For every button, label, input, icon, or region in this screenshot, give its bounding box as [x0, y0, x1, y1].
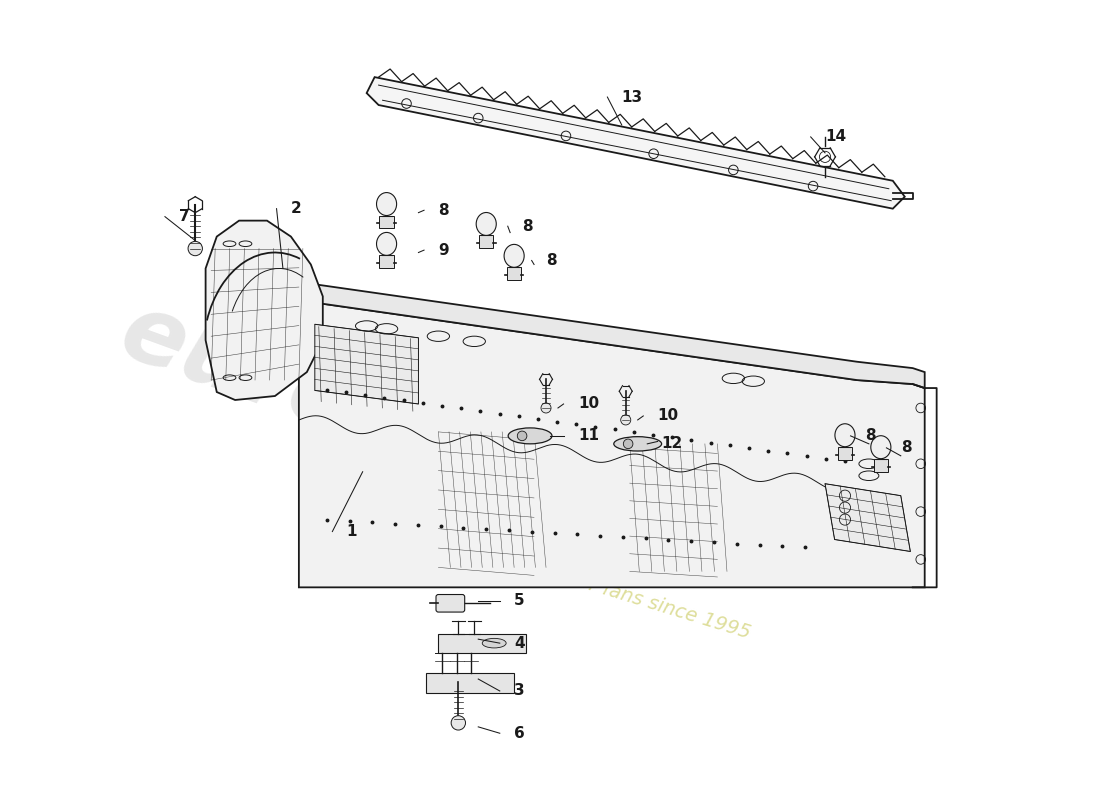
Text: 8: 8	[439, 202, 449, 218]
Ellipse shape	[504, 244, 525, 267]
Circle shape	[517, 431, 527, 441]
Text: a passion for fans since 1995: a passion for fans since 1995	[474, 541, 754, 642]
FancyBboxPatch shape	[478, 235, 494, 248]
Text: 8: 8	[865, 428, 876, 443]
FancyBboxPatch shape	[379, 255, 394, 268]
Text: 11: 11	[578, 428, 598, 443]
Text: 12: 12	[661, 436, 683, 451]
Circle shape	[188, 242, 202, 256]
Text: euroclassics: euroclassics	[108, 285, 752, 594]
Ellipse shape	[871, 436, 891, 458]
Ellipse shape	[376, 233, 397, 255]
Text: 2: 2	[290, 201, 301, 216]
Ellipse shape	[376, 193, 397, 215]
Ellipse shape	[614, 437, 661, 451]
Polygon shape	[299, 282, 925, 388]
Text: 4: 4	[514, 636, 525, 650]
FancyBboxPatch shape	[379, 215, 394, 229]
Text: 9: 9	[439, 242, 449, 258]
Circle shape	[451, 716, 465, 730]
Ellipse shape	[508, 428, 552, 444]
FancyBboxPatch shape	[873, 458, 888, 471]
Text: 5: 5	[514, 594, 525, 608]
Text: 8: 8	[901, 440, 912, 455]
Text: 8: 8	[546, 253, 557, 268]
Polygon shape	[299, 300, 925, 587]
Text: 6: 6	[514, 726, 525, 741]
FancyBboxPatch shape	[427, 673, 514, 694]
FancyBboxPatch shape	[439, 634, 526, 653]
Text: 3: 3	[514, 683, 525, 698]
Circle shape	[620, 415, 630, 425]
FancyBboxPatch shape	[436, 594, 464, 612]
Text: 10: 10	[658, 409, 679, 423]
Circle shape	[624, 439, 632, 449]
Polygon shape	[825, 484, 911, 551]
FancyBboxPatch shape	[507, 267, 521, 280]
Text: 14: 14	[825, 130, 846, 145]
Polygon shape	[315, 324, 418, 404]
Text: 8: 8	[522, 218, 532, 234]
Polygon shape	[366, 77, 905, 209]
Ellipse shape	[476, 213, 496, 235]
Ellipse shape	[835, 424, 855, 446]
Circle shape	[541, 403, 551, 413]
Ellipse shape	[482, 638, 506, 648]
Text: 10: 10	[578, 397, 600, 411]
FancyBboxPatch shape	[838, 446, 853, 460]
Text: 1: 1	[346, 524, 358, 539]
Text: 7: 7	[179, 209, 190, 224]
Polygon shape	[206, 221, 322, 400]
Text: 13: 13	[621, 90, 642, 105]
